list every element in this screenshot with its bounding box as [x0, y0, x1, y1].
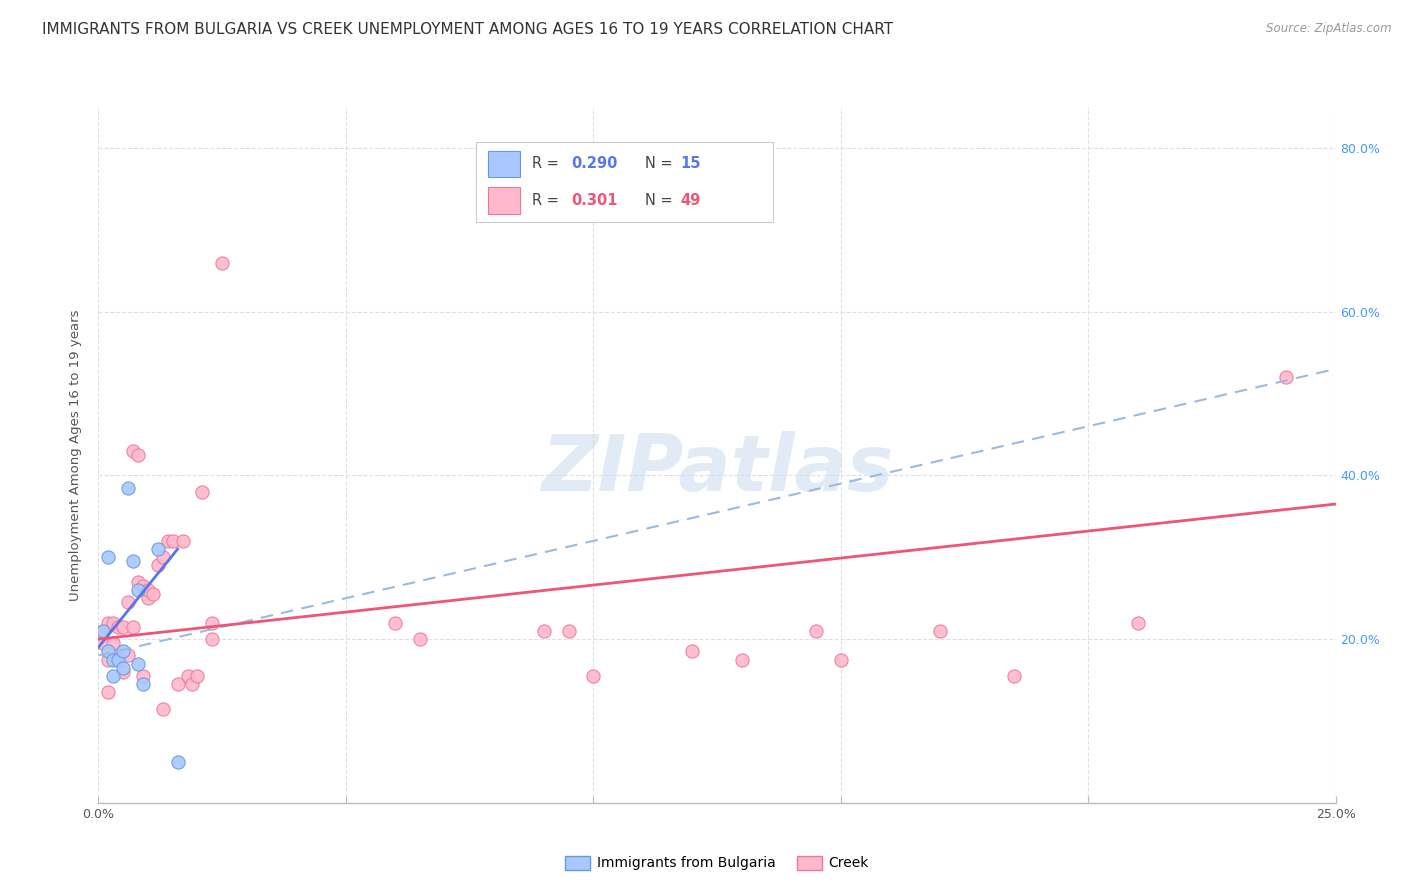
- Point: [533, 624, 555, 638]
- Text: 0.301: 0.301: [571, 193, 617, 208]
- Text: 15: 15: [681, 156, 702, 171]
- Point: [409, 632, 432, 646]
- Point: [107, 648, 129, 663]
- Point: [582, 669, 605, 683]
- Point: [830, 652, 852, 666]
- Point: [804, 624, 827, 638]
- Point: [136, 582, 159, 597]
- Point: [146, 558, 169, 573]
- Point: [181, 677, 204, 691]
- Point: [103, 636, 125, 650]
- Point: [132, 677, 155, 691]
- Text: N =: N =: [645, 156, 682, 171]
- Bar: [488, 151, 520, 177]
- Point: [107, 652, 129, 666]
- Point: [146, 542, 169, 557]
- Point: [103, 652, 125, 666]
- Point: [1275, 370, 1298, 384]
- Point: [97, 550, 120, 565]
- Point: [136, 591, 159, 606]
- Text: 49: 49: [681, 193, 702, 208]
- Point: [166, 677, 188, 691]
- Point: [112, 644, 135, 658]
- Point: [122, 443, 145, 458]
- Point: [928, 624, 950, 638]
- Point: [97, 685, 120, 699]
- Point: [122, 554, 145, 568]
- Point: [97, 652, 120, 666]
- Point: [384, 615, 406, 630]
- Point: [93, 636, 115, 650]
- Point: [211, 255, 233, 269]
- Point: [117, 481, 139, 495]
- Point: [201, 632, 224, 646]
- Point: [117, 648, 139, 663]
- Text: R =: R =: [533, 193, 568, 208]
- Point: [112, 620, 135, 634]
- Point: [152, 701, 174, 715]
- Point: [103, 615, 125, 630]
- Point: [103, 669, 125, 683]
- Text: 0.290: 0.290: [571, 156, 617, 171]
- Point: [1002, 669, 1025, 683]
- Point: [681, 644, 703, 658]
- Point: [122, 620, 145, 634]
- Point: [97, 615, 120, 630]
- Point: [731, 652, 754, 666]
- Point: [93, 624, 115, 638]
- Text: R =: R =: [533, 156, 568, 171]
- Text: N =: N =: [645, 193, 682, 208]
- Point: [186, 669, 208, 683]
- Text: IMMIGRANTS FROM BULGARIA VS CREEK UNEMPLOYMENT AMONG AGES 16 TO 19 YEARS CORRELA: IMMIGRANTS FROM BULGARIA VS CREEK UNEMPL…: [42, 22, 893, 37]
- Legend: Immigrants from Bulgaria, Creek: Immigrants from Bulgaria, Creek: [560, 850, 875, 876]
- Point: [172, 533, 194, 548]
- Point: [166, 755, 188, 769]
- Point: [201, 615, 224, 630]
- Point: [132, 669, 155, 683]
- Text: ZIPatlas: ZIPatlas: [541, 431, 893, 507]
- Y-axis label: Unemployment Among Ages 16 to 19 years: Unemployment Among Ages 16 to 19 years: [69, 310, 83, 600]
- Point: [107, 620, 129, 634]
- Point: [127, 448, 149, 462]
- Point: [176, 669, 198, 683]
- Point: [156, 533, 179, 548]
- Bar: [488, 187, 520, 214]
- Point: [132, 579, 155, 593]
- Point: [142, 587, 165, 601]
- Point: [117, 595, 139, 609]
- Point: [112, 661, 135, 675]
- Point: [1126, 615, 1149, 630]
- Text: Source: ZipAtlas.com: Source: ZipAtlas.com: [1267, 22, 1392, 36]
- Point: [97, 644, 120, 658]
- Point: [127, 574, 149, 589]
- Point: [93, 624, 115, 638]
- Point: [191, 484, 214, 499]
- Point: [127, 657, 149, 671]
- Point: [127, 582, 149, 597]
- Point: [162, 533, 184, 548]
- Point: [152, 550, 174, 565]
- Point: [112, 665, 135, 679]
- Point: [557, 624, 579, 638]
